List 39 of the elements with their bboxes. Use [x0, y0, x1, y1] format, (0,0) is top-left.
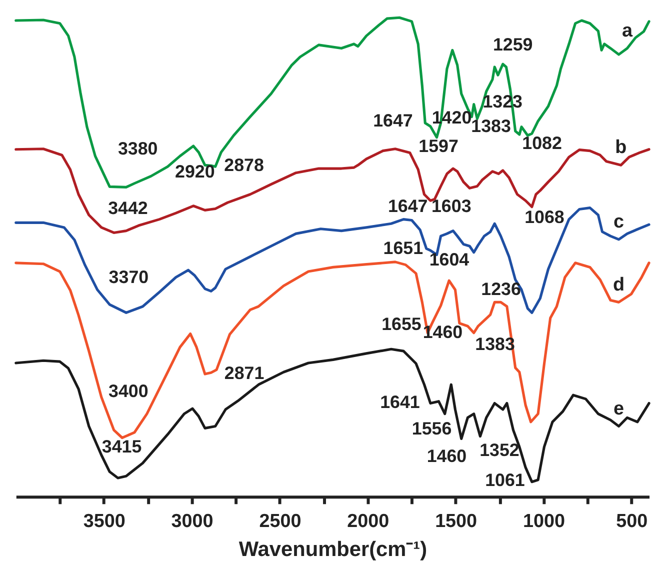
series-label: e [614, 398, 624, 420]
annotation: 1655 [382, 314, 422, 334]
annotation: 1603 [431, 196, 472, 216]
annotation: 1259 [492, 34, 533, 54]
annotation: 1061 [485, 470, 525, 490]
annotation: 3380 [118, 138, 158, 158]
series-label: d [613, 274, 625, 296]
annotation: 3442 [108, 198, 148, 218]
annotation: 3415 [102, 436, 142, 457]
x-axis-title: Wavenumber(cm⁻¹) [238, 538, 428, 561]
annotation: 3400 [108, 381, 148, 402]
annotation: 1352 [480, 440, 520, 460]
series-label: c [614, 211, 624, 232]
annotation: 1556 [412, 418, 452, 439]
annotation: 2871 [224, 363, 264, 384]
annotation: 1068 [524, 206, 564, 227]
annotation: 1597 [418, 136, 458, 156]
series-label: a [622, 20, 633, 42]
annotation: 1641 [380, 392, 420, 412]
annotation: 1647 [388, 196, 428, 216]
x-tick-label: 1000 [522, 510, 565, 532]
annotation: 1082 [522, 132, 562, 153]
annotation: 1604 [429, 250, 470, 270]
x-tick-label: 500 [616, 510, 648, 532]
series-label: b [615, 137, 627, 158]
annotation: 1460 [426, 446, 467, 466]
annotation: 2878 [224, 155, 264, 176]
x-tick-label: 2500 [259, 510, 302, 532]
x-tick-label: 2000 [347, 510, 390, 532]
annotation: 1236 [481, 279, 521, 300]
annotation: 1383 [471, 116, 511, 136]
x-tick-label: 3000 [171, 510, 214, 532]
annotation: 1647 [373, 110, 413, 130]
annotation: 1651 [383, 238, 424, 258]
x-tick-label: 3500 [83, 510, 126, 532]
annotation: 1460 [422, 322, 463, 342]
x-tick-label: 1500 [435, 510, 478, 532]
annotation: 2920 [175, 162, 215, 182]
annotation: 3370 [108, 266, 149, 287]
